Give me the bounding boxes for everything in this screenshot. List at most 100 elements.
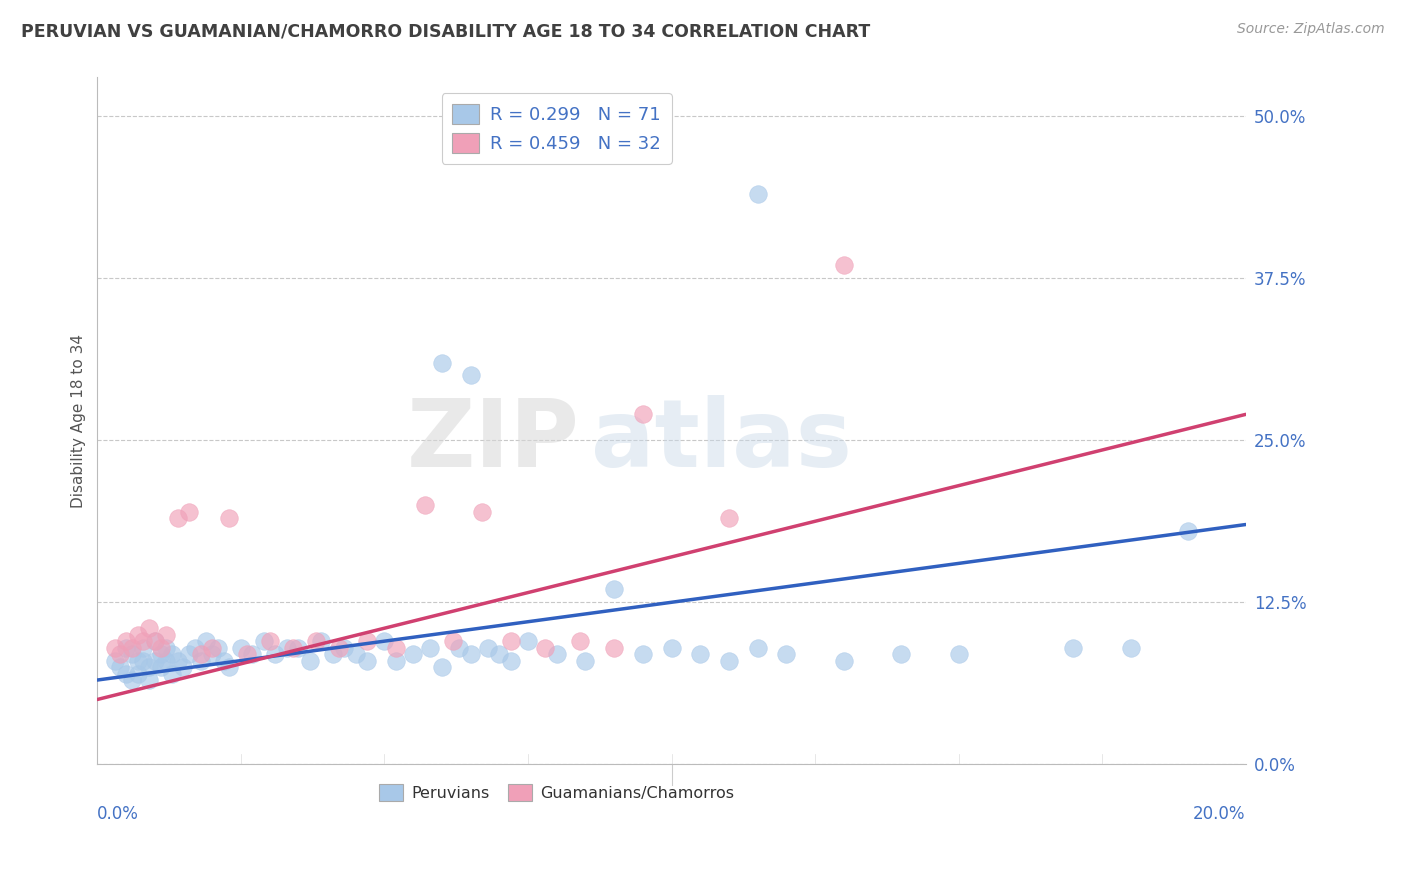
Text: PERUVIAN VS GUAMANIAN/CHAMORRO DISABILITY AGE 18 TO 34 CORRELATION CHART: PERUVIAN VS GUAMANIAN/CHAMORRO DISABILIT… xyxy=(21,22,870,40)
Point xyxy=(155,628,177,642)
Point xyxy=(132,634,155,648)
Point xyxy=(631,647,654,661)
Point xyxy=(661,640,683,655)
Point xyxy=(160,647,183,661)
Point xyxy=(138,621,160,635)
Point xyxy=(832,654,855,668)
Point xyxy=(488,647,510,661)
Point xyxy=(115,666,138,681)
Point xyxy=(304,634,326,648)
Point xyxy=(132,640,155,655)
Point xyxy=(218,660,240,674)
Point xyxy=(127,628,149,642)
Point xyxy=(110,660,132,674)
Point xyxy=(138,660,160,674)
Point xyxy=(201,640,224,655)
Point xyxy=(832,258,855,272)
Point xyxy=(121,640,143,655)
Point xyxy=(1119,640,1142,655)
Point xyxy=(298,654,321,668)
Point xyxy=(253,634,276,648)
Point xyxy=(138,673,160,687)
Point xyxy=(229,640,252,655)
Point xyxy=(333,640,356,655)
Point xyxy=(546,647,568,661)
Point xyxy=(190,647,212,661)
Point xyxy=(499,654,522,668)
Point xyxy=(449,640,471,655)
Point xyxy=(276,640,298,655)
Point xyxy=(149,640,172,655)
Point xyxy=(235,647,257,661)
Point xyxy=(385,640,408,655)
Point xyxy=(172,660,194,674)
Point xyxy=(717,511,740,525)
Point xyxy=(574,654,596,668)
Point xyxy=(477,640,499,655)
Point xyxy=(218,511,240,525)
Point xyxy=(356,634,378,648)
Point xyxy=(143,634,166,648)
Point xyxy=(179,647,201,661)
Point xyxy=(534,640,557,655)
Point xyxy=(603,582,626,597)
Point xyxy=(344,647,367,661)
Point xyxy=(121,673,143,687)
Point xyxy=(328,640,350,655)
Text: ZIP: ZIP xyxy=(406,395,579,487)
Point xyxy=(127,666,149,681)
Point xyxy=(402,647,425,661)
Point xyxy=(430,660,453,674)
Point xyxy=(143,654,166,668)
Point xyxy=(166,511,188,525)
Point xyxy=(385,654,408,668)
Point xyxy=(441,634,464,648)
Point xyxy=(322,647,344,661)
Legend: Peruvians, Guamanians/Chamorros: Peruvians, Guamanians/Chamorros xyxy=(373,778,741,808)
Point xyxy=(103,654,125,668)
Point xyxy=(413,498,436,512)
Point xyxy=(240,647,263,661)
Point xyxy=(471,505,494,519)
Point xyxy=(517,634,540,648)
Point xyxy=(287,640,309,655)
Text: Source: ZipAtlas.com: Source: ZipAtlas.com xyxy=(1237,22,1385,37)
Point xyxy=(166,654,188,668)
Text: 20.0%: 20.0% xyxy=(1194,805,1246,823)
Point xyxy=(747,640,769,655)
Point xyxy=(311,634,333,648)
Point xyxy=(747,187,769,202)
Point xyxy=(890,647,912,661)
Point xyxy=(160,666,183,681)
Y-axis label: Disability Age 18 to 34: Disability Age 18 to 34 xyxy=(72,334,86,508)
Point xyxy=(603,640,626,655)
Point xyxy=(110,647,132,661)
Point xyxy=(419,640,441,655)
Point xyxy=(631,408,654,422)
Point xyxy=(115,634,138,648)
Point xyxy=(201,647,224,661)
Point xyxy=(207,640,229,655)
Point xyxy=(212,654,235,668)
Point xyxy=(143,634,166,648)
Point xyxy=(281,640,304,655)
Point xyxy=(121,647,143,661)
Point xyxy=(948,647,970,661)
Point xyxy=(259,634,281,648)
Point xyxy=(155,640,177,655)
Point xyxy=(264,647,287,661)
Text: atlas: atlas xyxy=(591,395,852,487)
Point xyxy=(155,654,177,668)
Point xyxy=(689,647,711,661)
Point xyxy=(132,654,155,668)
Point xyxy=(1177,524,1199,538)
Point xyxy=(717,654,740,668)
Point xyxy=(127,654,149,668)
Point xyxy=(373,634,395,648)
Point xyxy=(179,505,201,519)
Point xyxy=(1062,640,1084,655)
Point xyxy=(190,654,212,668)
Point xyxy=(568,634,591,648)
Point xyxy=(775,647,797,661)
Point xyxy=(499,634,522,648)
